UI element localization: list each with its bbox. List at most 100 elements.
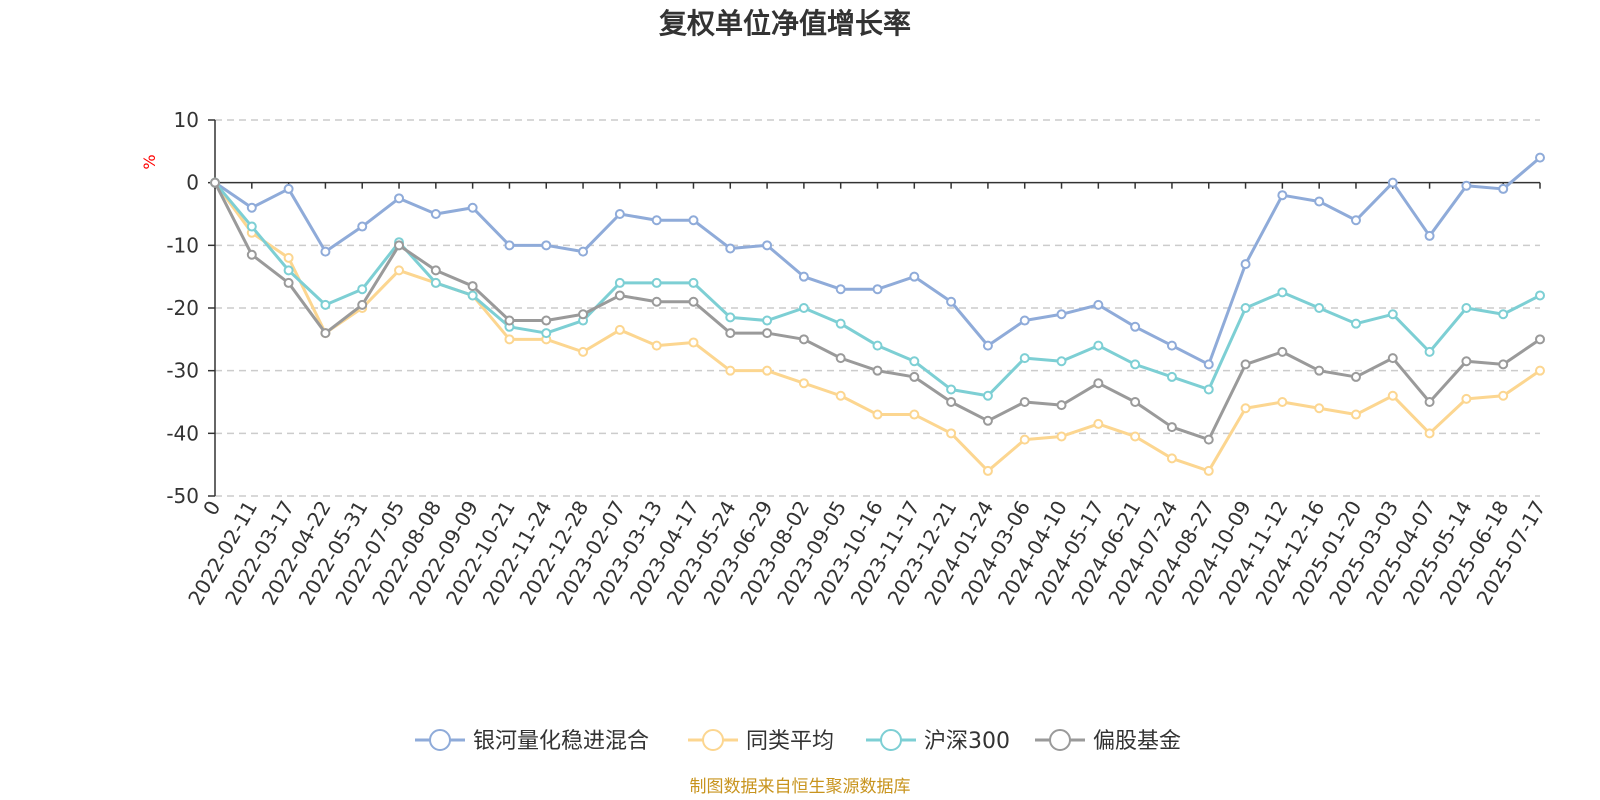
- data-point: [283, 183, 294, 194]
- data-point: [762, 365, 773, 376]
- data-point: [614, 290, 625, 301]
- data-point: [578, 309, 589, 320]
- data-point: [1314, 403, 1325, 414]
- data-point: [1314, 196, 1325, 207]
- series-lines: [210, 152, 1545, 476]
- legend-marker-icon: [1049, 729, 1071, 751]
- data-point: [1056, 400, 1067, 411]
- data-point: [467, 202, 478, 213]
- data-point: [283, 265, 294, 276]
- data-point: [1240, 303, 1251, 313]
- data-point: [1314, 365, 1325, 376]
- data-source-note: 制图数据来自恒生聚源数据库: [690, 777, 911, 797]
- data-point: [835, 284, 846, 295]
- legend-item[interactable]: 银河量化稳进混合: [415, 729, 649, 754]
- data-point: [1166, 340, 1177, 351]
- data-point: [1424, 428, 1435, 439]
- data-point: [1498, 309, 1509, 320]
- data-point: [578, 246, 589, 257]
- y-tick-label: -20: [166, 296, 199, 320]
- legend-label: 沪深300: [924, 729, 1010, 754]
- data-point: [283, 277, 294, 288]
- data-point: [946, 428, 957, 439]
- data-point: [1350, 371, 1361, 382]
- data-point: [357, 299, 368, 310]
- data-point: [1387, 177, 1398, 188]
- grid-lines: [215, 119, 1540, 497]
- data-point: [1019, 397, 1030, 407]
- y-axis-unit: %: [140, 154, 159, 169]
- legend[interactable]: 银河量化稳进混合 同类平均 沪深300 偏股基金: [415, 729, 1181, 754]
- data-point: [357, 221, 368, 232]
- data-point: [1461, 180, 1472, 191]
- data-point: [1387, 390, 1398, 401]
- legend-item[interactable]: 同类平均: [688, 729, 834, 754]
- data-point: [283, 252, 294, 263]
- data-point: [504, 240, 515, 251]
- data-point: [798, 378, 809, 389]
- data-point: [982, 415, 993, 426]
- data-point: [504, 315, 515, 326]
- data-point: [1203, 359, 1214, 370]
- data-point: [946, 397, 957, 407]
- data-point: [1314, 303, 1325, 313]
- data-point: [1535, 290, 1545, 301]
- data-point: [725, 328, 736, 339]
- data-point: [798, 271, 809, 282]
- data-point: [394, 265, 405, 276]
- data-point: [1203, 434, 1214, 445]
- data-point: [1277, 346, 1288, 357]
- data-point: [872, 340, 883, 351]
- x-axis-ticks: 02022-02-112022-03-172022-04-222022-05-3…: [183, 182, 1550, 609]
- data-point: [1093, 378, 1104, 389]
- data-point: [1424, 397, 1435, 407]
- data-point: [762, 315, 773, 326]
- y-tick-label: 0: [186, 171, 199, 195]
- y-tick-label: -30: [166, 359, 199, 383]
- data-point: [946, 296, 957, 307]
- data-point: [872, 284, 883, 295]
- data-point: [210, 177, 220, 188]
- data-point: [467, 281, 478, 292]
- legend-item[interactable]: 偏股基金: [1035, 729, 1181, 754]
- legend-label: 银河量化稳进混合: [473, 729, 649, 754]
- data-point: [1240, 403, 1251, 414]
- data-point: [688, 215, 699, 226]
- data-point: [541, 315, 552, 326]
- series-3: [210, 177, 1545, 445]
- legend-item[interactable]: 沪深300: [866, 729, 1010, 754]
- legend-label: 同类平均: [746, 729, 834, 754]
- data-point: [982, 390, 993, 401]
- data-point: [467, 290, 478, 301]
- data-point: [1056, 431, 1067, 442]
- chart-title: 复权单位净值增长率: [659, 7, 911, 40]
- data-point: [1461, 303, 1472, 313]
- data-point: [1056, 309, 1067, 320]
- data-point: [798, 303, 809, 313]
- data-point: [1277, 287, 1288, 298]
- data-point: [320, 328, 331, 339]
- data-point: [1166, 371, 1177, 382]
- data-point: [1350, 318, 1361, 329]
- data-point: [688, 337, 699, 348]
- data-point: [651, 215, 662, 226]
- legend-marker-icon: [880, 729, 902, 751]
- data-point: [1387, 309, 1398, 320]
- data-point: [651, 296, 662, 307]
- data-point: [1130, 397, 1141, 407]
- data-point: [320, 299, 331, 310]
- data-point: [762, 328, 773, 339]
- data-point: [909, 371, 920, 382]
- data-point: [1498, 183, 1509, 194]
- data-point: [725, 243, 736, 254]
- legend-label: 偏股基金: [1093, 729, 1181, 754]
- data-point: [1019, 315, 1030, 326]
- y-axis-ticks: 10 0 -10 -20 -30 -40 -50: [166, 108, 215, 508]
- data-point: [1277, 190, 1288, 201]
- data-point: [1535, 365, 1545, 376]
- data-point: [1130, 431, 1141, 442]
- data-point: [430, 277, 441, 288]
- y-tick-label: -40: [166, 421, 199, 445]
- data-point: [872, 409, 883, 420]
- data-point: [651, 277, 662, 288]
